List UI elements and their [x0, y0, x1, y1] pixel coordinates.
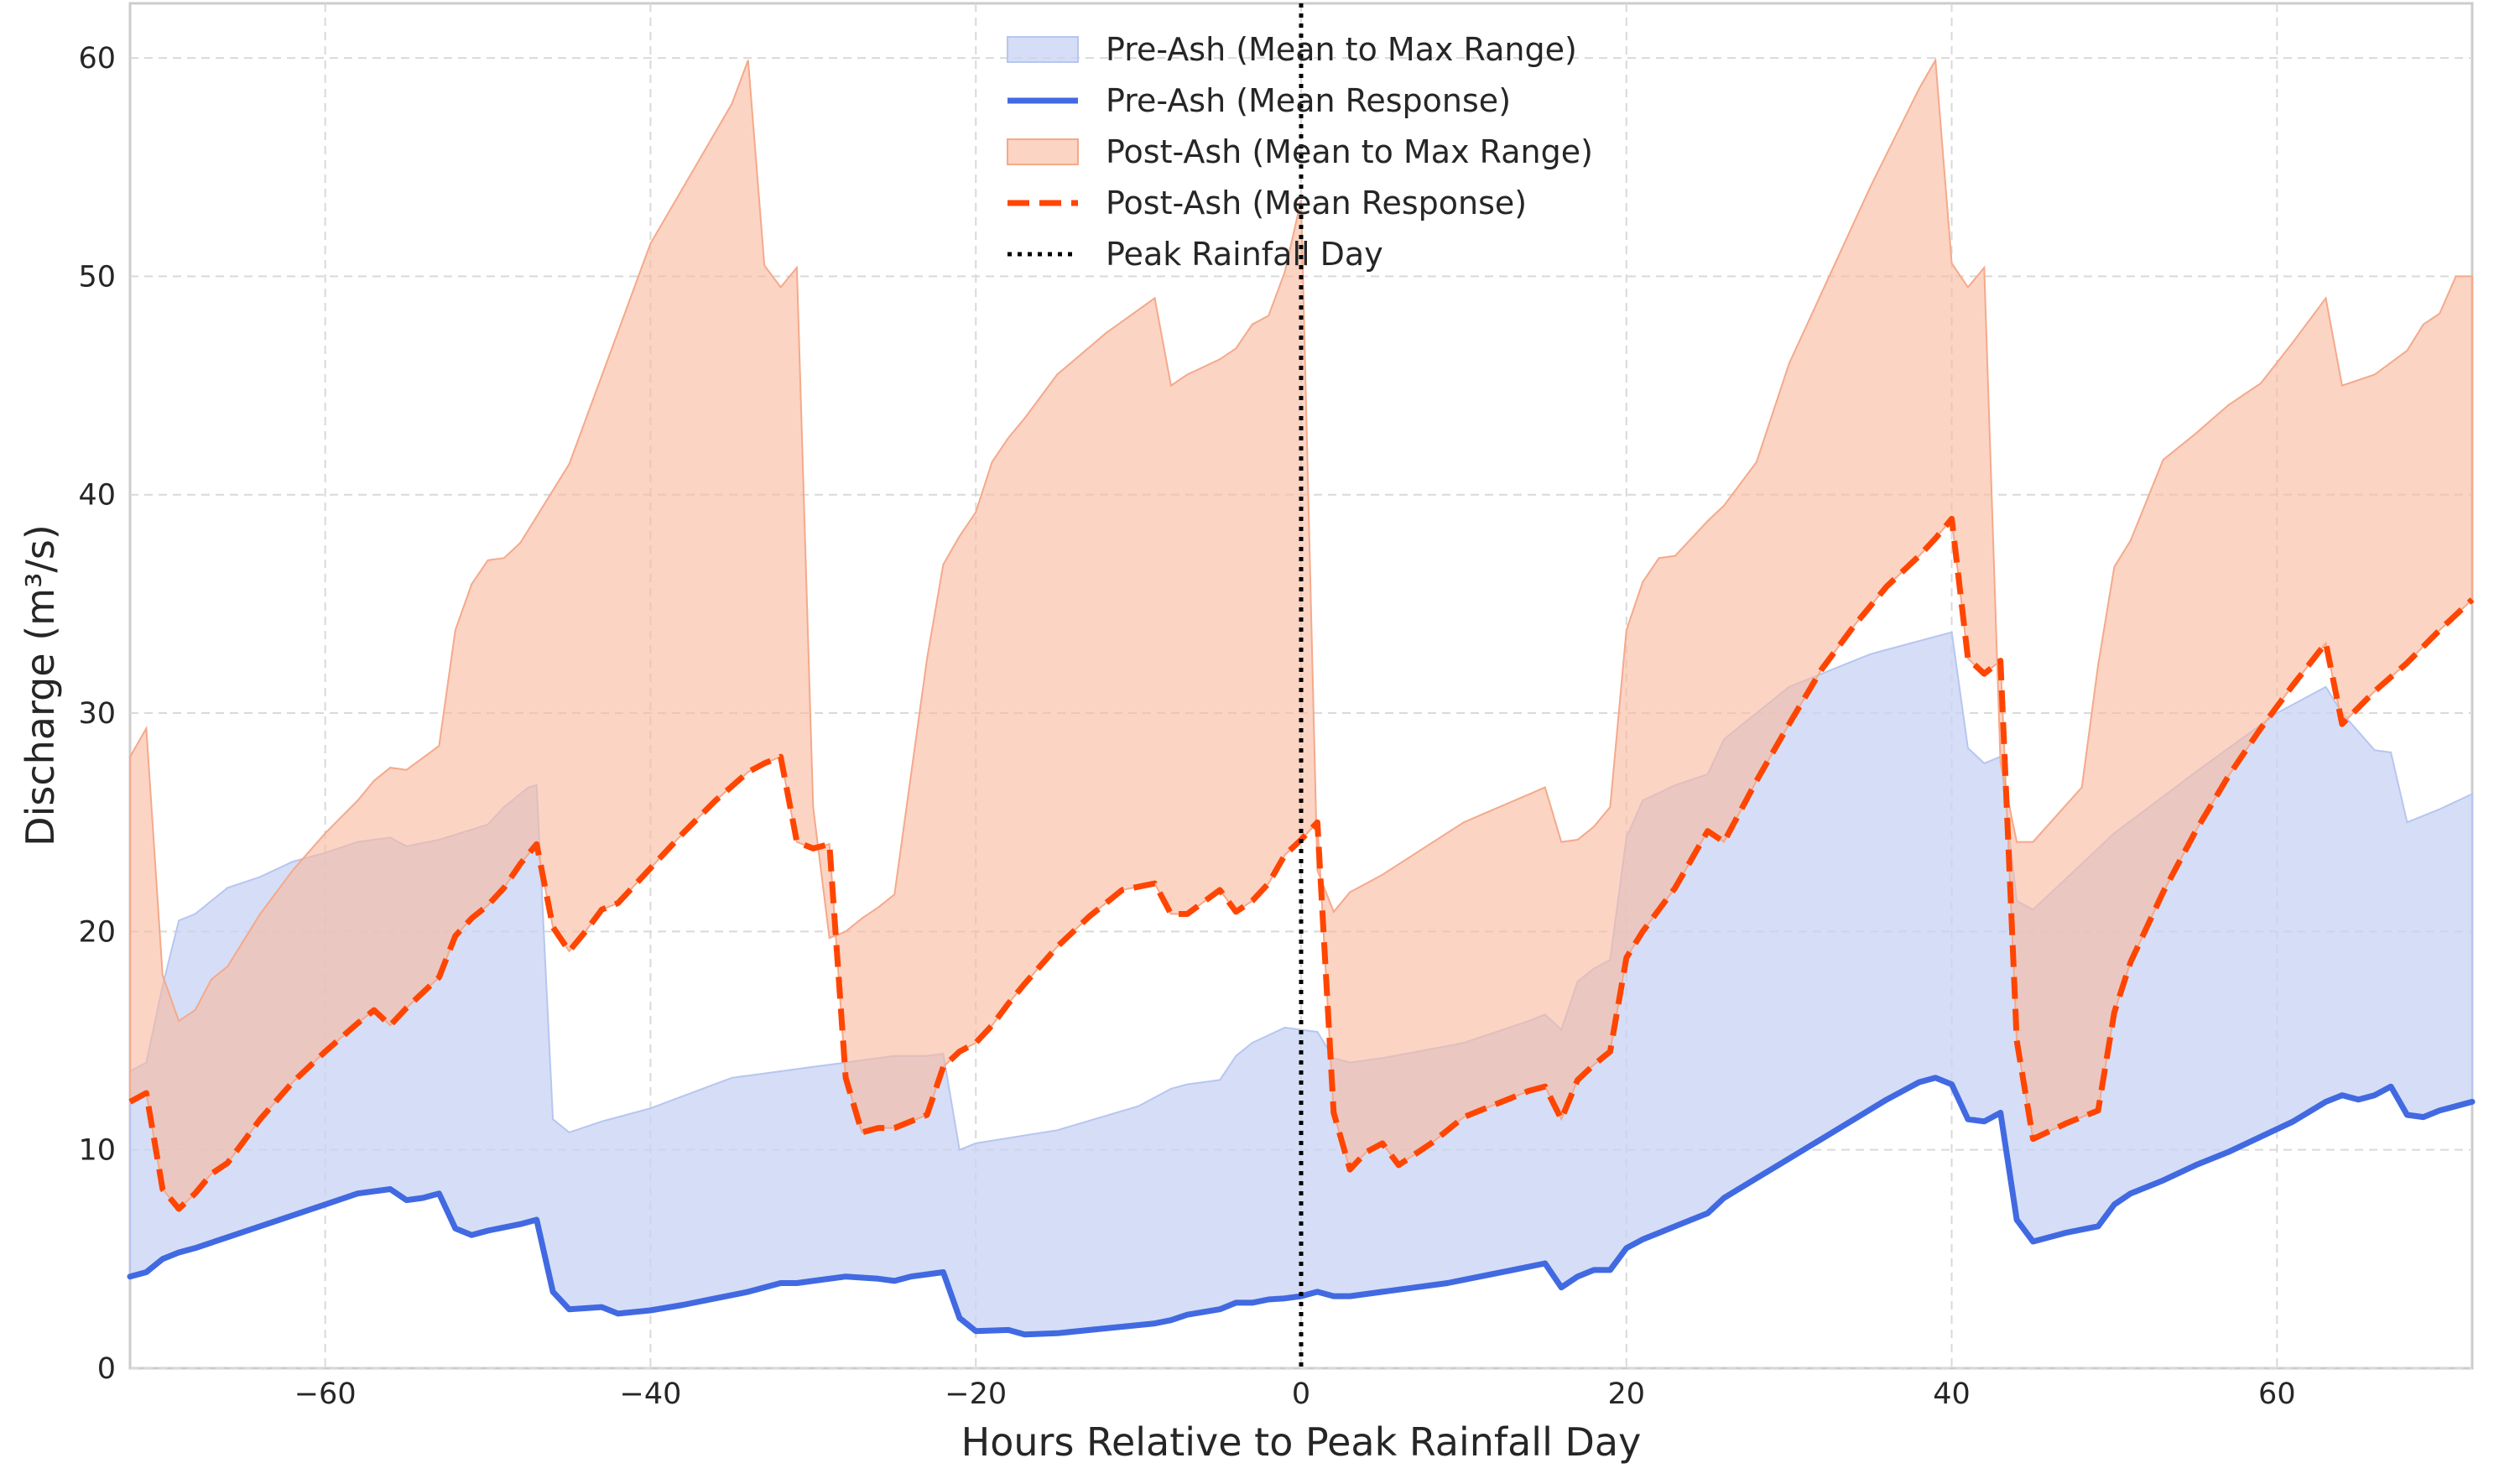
- x-tick-label: 40: [1933, 1377, 1971, 1411]
- x-tick-label: −40: [620, 1377, 682, 1411]
- x-tick-label: 60: [2258, 1377, 2296, 1411]
- y-tick-label: 10: [78, 1134, 116, 1168]
- line-pre-ash-mean: [127, 1075, 2476, 1338]
- legend-label: Pre-Ash (Mean to Max Range): [1106, 31, 1577, 68]
- legend-label: Post-Ash (Mean to Max Range): [1106, 133, 1593, 170]
- legend-label: Pre-Ash (Mean Response): [1106, 82, 1511, 119]
- legend-label: Peak Rainfall Day: [1106, 236, 1383, 273]
- y-axis-label: Discharge (m³/s): [18, 524, 63, 846]
- y-tick-label: 30: [78, 697, 116, 731]
- legend: Pre-Ash (Mean to Max Range) Pre-Ash (Mean…: [1007, 31, 1593, 273]
- x-tick-label: 20: [1608, 1377, 1646, 1411]
- x-tick-label: −20: [945, 1377, 1007, 1411]
- x-tick-label: −60: [294, 1377, 357, 1411]
- y-tick-label: 0: [97, 1352, 116, 1386]
- y-tick-label: 40: [78, 479, 116, 513]
- x-tick-labels: −60 −40 −20 0 20 40 60: [294, 1377, 2296, 1411]
- legend-swatch-band: [1007, 138, 1079, 165]
- y-tick-labels: 0 10 20 30 40 50 60: [78, 42, 116, 1386]
- y-tick-label: 20: [78, 915, 116, 949]
- legend-swatch-band: [1007, 36, 1079, 63]
- y-tick-label: 60: [78, 42, 116, 76]
- line-post-ash-mean: [128, 515, 2475, 1212]
- legend-label: Post-Ash (Mean Response): [1106, 185, 1527, 221]
- x-tick-label: 0: [1292, 1377, 1310, 1411]
- x-axis-label: Hours Relative to Peak Rainfall Day: [961, 1419, 1642, 1465]
- y-tick-label: 50: [78, 260, 116, 294]
- series-lines: [127, 3, 2476, 1368]
